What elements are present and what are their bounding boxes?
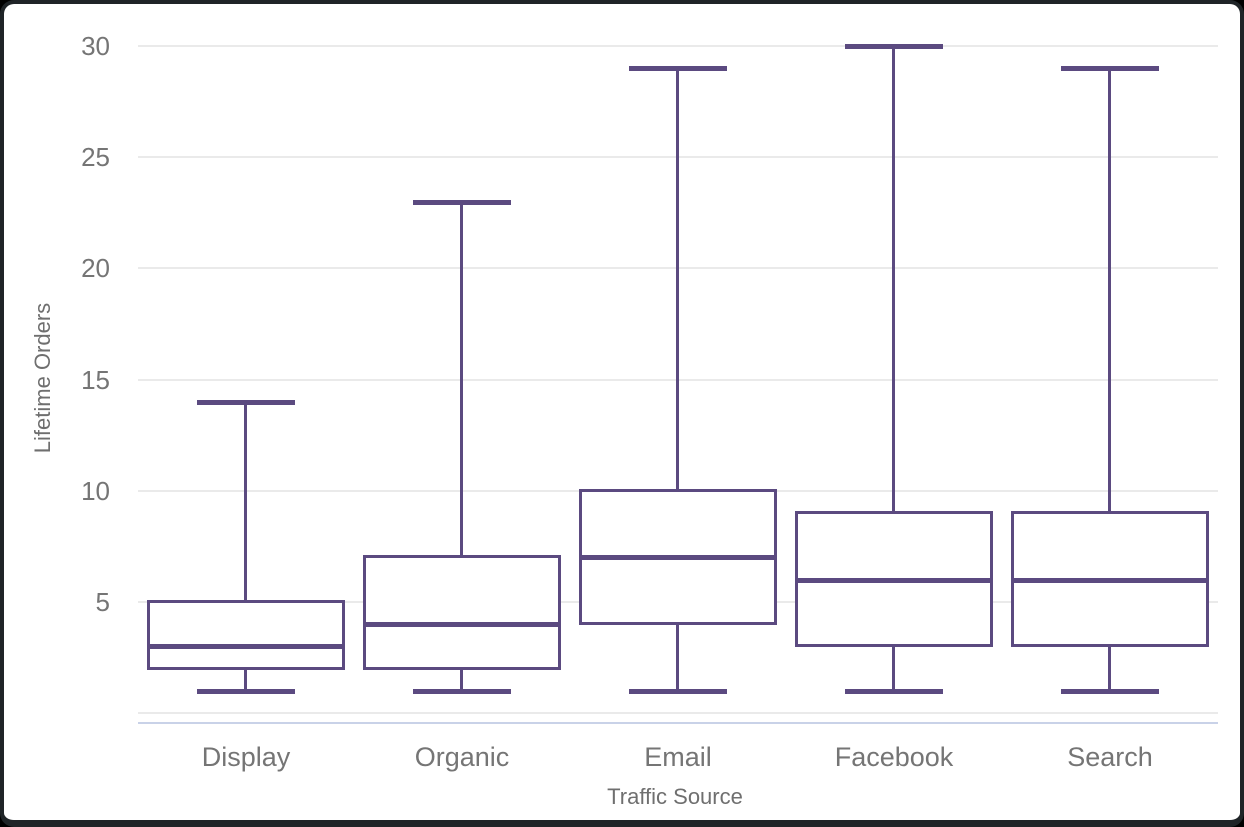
whisker-lower-stem [244,668,247,691]
x-axis-title: Traffic Source [607,784,743,809]
whisker-upper-stem [244,401,247,602]
iqr-box [147,599,345,670]
median-line [366,622,558,628]
x-category-label-search: Search [1067,742,1153,772]
x-category-label-facebook: Facebook [834,742,954,772]
median-line [798,577,990,583]
whisker-max-cap [197,399,295,405]
whisker-lower-stem [676,624,679,691]
x-category-label-email: Email [644,742,712,772]
whisker-max-cap [413,199,511,205]
whisker-min-cap [629,688,727,694]
whisker-min-cap [413,688,511,694]
gridline [138,712,1218,714]
whisker-upper-stem [460,201,463,558]
x-axis-line [138,722,1218,724]
y-tick-label: 30 [81,31,110,61]
whisker-max-cap [629,66,727,72]
whisker-lower-stem [892,646,895,691]
whisker-max-cap [1061,66,1159,72]
y-tick-label: 25 [81,142,110,173]
y-tick-label: 10 [81,475,110,506]
median-line [150,644,342,650]
y-tick-label: 15 [81,364,110,395]
x-category-label-organic: Organic [414,742,510,772]
gridline [138,45,1218,47]
whisker-upper-stem [1108,68,1111,513]
whisker-upper-stem [892,46,895,513]
whisker-min-cap [1061,688,1159,694]
whisker-min-cap [845,688,943,694]
median-line [1014,577,1206,583]
whisker-min-cap [197,688,295,694]
iqr-box [363,555,561,670]
whisker-lower-stem [460,668,463,691]
median-line [582,555,774,561]
whisker-lower-stem [1108,646,1111,691]
whisker-upper-stem [676,68,679,491]
y-tick-label: 20 [81,253,110,284]
x-category-label-display: Display [201,742,291,772]
whisker-max-cap [845,44,943,49]
y-tick-label: 5 [95,586,110,617]
